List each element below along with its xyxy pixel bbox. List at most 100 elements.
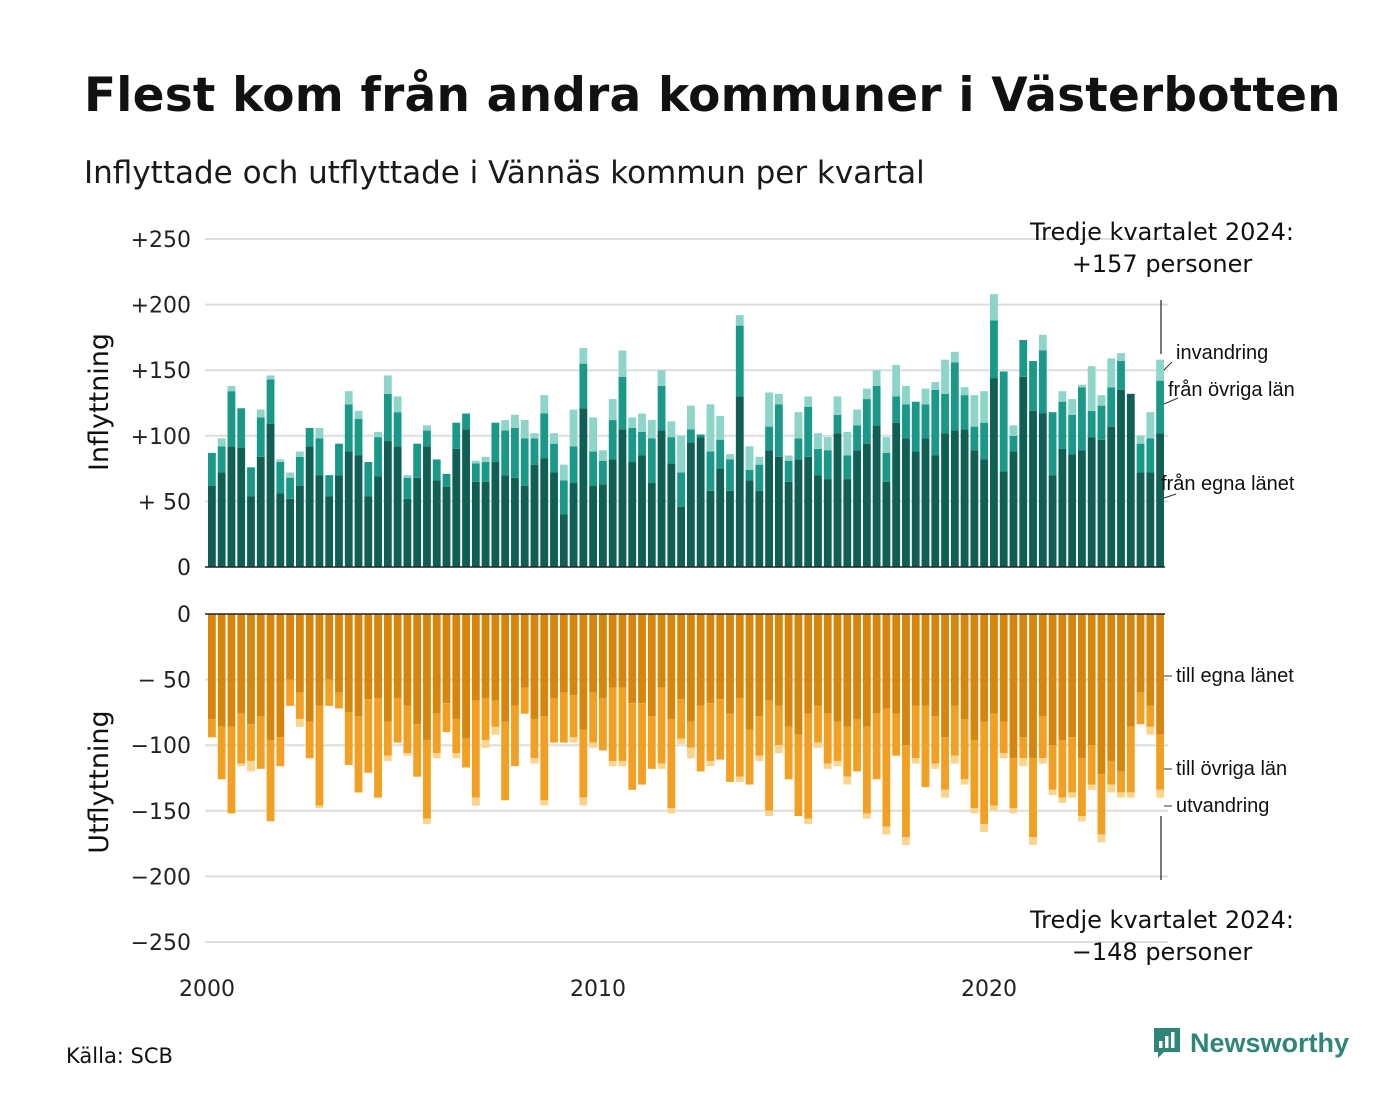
inflow-bar-från-egna-länet (491, 462, 500, 567)
inflow-bar-från-egna-länet (364, 496, 373, 567)
inflow-bar-från-övriga-län (295, 456, 304, 486)
inflow-bar-från-egna-länet (638, 455, 646, 567)
inflow-bar-från-övriga-län (599, 460, 607, 485)
inflow-bar-från-övriga-län (1019, 340, 1028, 377)
outflow-bar-utvandring (765, 810, 773, 817)
outflow-bar-till-egna-länet (530, 614, 539, 719)
inflow-y-tick-label: +200 (131, 294, 191, 319)
inflow-bar-från-egna-länet (1117, 389, 1125, 567)
inflow-bar-invandring (892, 364, 901, 397)
inflow-bar-från-egna-länet (305, 446, 314, 567)
inflow-bar-från-övriga-län (423, 430, 431, 447)
outflow-bar-utvandring (902, 837, 910, 845)
chart-title: Flest kom från andra kommuner i Västerbo… (84, 68, 1341, 123)
inflow-bar-från-egna-länet (853, 450, 861, 567)
inflow-bar-från-egna-länet (657, 430, 666, 567)
inflow-bar-invandring (1156, 359, 1165, 381)
inflow-bar-från-övriga-län (227, 391, 236, 447)
inflow-bar-från-egna-länet (432, 480, 441, 567)
inflow-bar-från-egna-länet (726, 490, 734, 567)
outflow-bar-till-egna-länet (217, 614, 226, 727)
outflow-bar-utvandring (735, 776, 744, 782)
outflow-bar-till-egna-länet (335, 614, 343, 693)
outflow-bar-till-övriga-län (911, 705, 920, 759)
inflow-bar-från-egna-länet (1019, 376, 1028, 567)
outflow-bar-till-egna-länet (618, 614, 627, 688)
outflow-bars (205, 613, 1165, 845)
outflow-bar-utvandring (814, 742, 822, 748)
brand-logo[interactable]: Newsworthy (1152, 1026, 1349, 1060)
outflow-bar-utvandring (999, 753, 1008, 759)
inflow-bar-från-övriga-län (902, 404, 910, 439)
inflow-bar-från-egna-länet (374, 476, 382, 567)
inflow-bar-från-egna-länet (1126, 393, 1135, 567)
x-tick-label: 2010 (570, 977, 626, 1002)
outflow-bar-till-övriga-län (941, 737, 949, 790)
outflow-bar-utvandring (237, 763, 246, 767)
inflow-bar-från-övriga-län (667, 437, 676, 464)
outflow-bar-till-övriga-län (599, 697, 607, 751)
outflow-bar-till-egna-länet (696, 614, 705, 706)
outflow-bar-till-övriga-län (569, 695, 578, 738)
inflow-bar-invandring (862, 388, 871, 400)
inflow-y-tick-label: +100 (131, 425, 191, 450)
outflow-bar-till-övriga-län (628, 703, 637, 790)
outflow-bar-till-egna-länet (491, 614, 500, 701)
inflow-bar-invandring (315, 427, 324, 439)
inflow-bar-invandring (716, 416, 725, 440)
inflow-bar-från-övriga-län (647, 438, 656, 484)
outflow-bar-till-övriga-län (335, 692, 343, 709)
inflow-bar-från-egna-länet (735, 396, 744, 567)
outflow-bar-utvandring (1048, 789, 1057, 796)
outflow-bar-till-egna-länet (1029, 614, 1037, 759)
outflow-bar-till-övriga-län (540, 716, 549, 801)
outflow-bar-utvandring (530, 758, 539, 764)
inflow-bar-från-övriga-län (823, 450, 832, 480)
inflow-bar-från-egna-länet (1068, 454, 1077, 567)
outflow-bar-till-övriga-län (970, 739, 979, 809)
inflow-bar-från-övriga-län (335, 443, 343, 476)
inflow-bar-från-egna-länet (315, 475, 324, 567)
inflow-bar-från-egna-länet (599, 484, 607, 567)
inflow-bar-från-egna-länet (902, 438, 910, 567)
outflow-bar-till-övriga-län (892, 713, 901, 756)
label-fran-egna-lanet: från egna länet (1161, 473, 1295, 495)
outflow-bar-till-egna-länet (559, 614, 568, 693)
inflow-bar-invandring (980, 391, 989, 423)
inflow-bar-från-egna-länet (618, 429, 627, 567)
inflow-bar-från-övriga-län (716, 439, 725, 469)
inflow-bar-invandring (726, 454, 734, 460)
inflow-bar-från-övriga-län (540, 413, 549, 459)
inflow-bar-från-egna-länet (383, 441, 392, 567)
inflow-bar-invandring (784, 455, 793, 461)
inflow-bar-från-övriga-län (1048, 412, 1057, 476)
inflow-bar-från-egna-länet (511, 477, 519, 567)
inflow-bar-från-övriga-län (1009, 435, 1018, 452)
inflow-bar-invandring (823, 437, 832, 451)
outflow-bar-till-övriga-län (413, 724, 422, 777)
inflow-bar-från-övriga-län (550, 443, 558, 473)
outflow-bar-till-egna-länet (423, 614, 431, 740)
inflow-bar-från-övriga-län (217, 446, 226, 473)
inflow-bar-från-övriga-län (618, 376, 627, 430)
outflow-bar-till-egna-länet (276, 614, 285, 738)
outflow-bar-till-övriga-län (579, 729, 588, 798)
inflow-bar-från-övriga-län (657, 385, 666, 431)
outflow-bar-utvandring (1107, 784, 1116, 793)
inflow-bar-från-övriga-län (383, 393, 392, 442)
outflow-bar-till-egna-länet (911, 614, 920, 706)
inflow-bar-från-övriga-län (325, 475, 334, 497)
outflow-bar-utvandring (1038, 758, 1047, 764)
inflow-bar-från-egna-länet (1097, 439, 1106, 567)
inflow-bar-från-övriga-län (266, 379, 275, 424)
outflow-bar-utvandring (755, 755, 764, 761)
outflow-bar-till-egna-länet (374, 614, 382, 698)
outflow-bar-utvandring (1068, 792, 1077, 798)
inflow-bar-från-egna-länet (540, 458, 549, 567)
outflow-bar-till-egna-länet (726, 614, 734, 714)
inflow-bar-från-övriga-län (432, 459, 441, 481)
inflow-bar-från-egna-länet (393, 446, 402, 567)
outflow-bar-till-övriga-län (1019, 737, 1028, 759)
inflow-bar-invandring (755, 456, 764, 465)
